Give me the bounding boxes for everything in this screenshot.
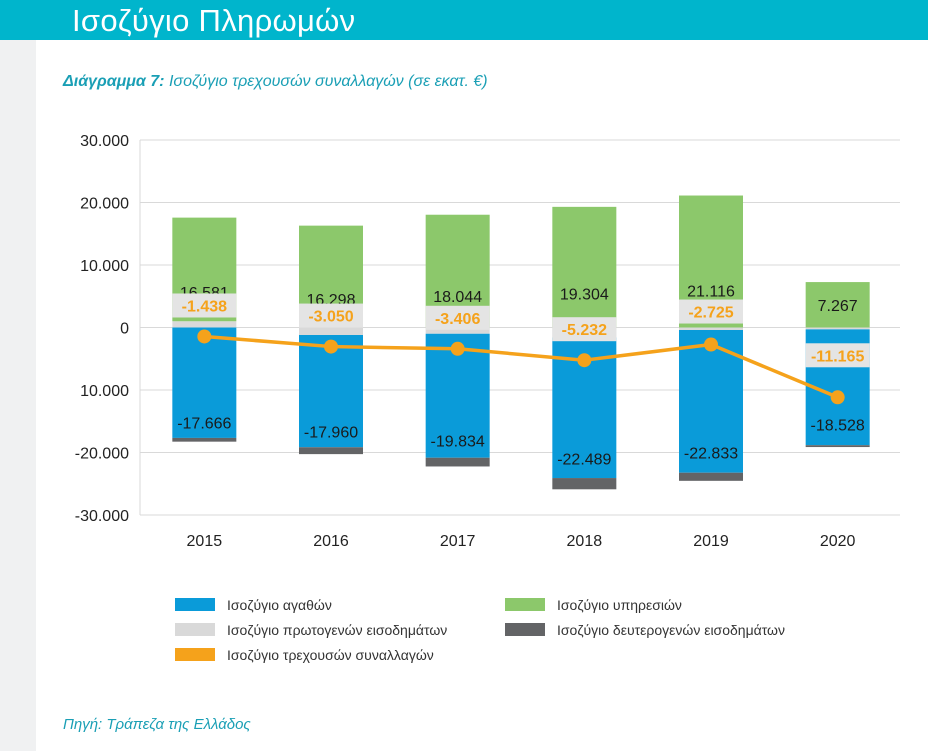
y-tick-label: 0: [120, 321, 129, 338]
bar-primary-income-2020: [805, 327, 870, 330]
y-tick-label: 10.000: [80, 383, 129, 400]
x-tick-label: 2017: [440, 533, 476, 550]
services-data-label: 19.304: [560, 287, 609, 304]
bar-secondary-income-2018: [552, 478, 617, 490]
source-note: Πηγή: Τράπεζα της Ελλάδος: [63, 716, 251, 733]
legend-swatch-primary-income: [175, 623, 215, 636]
y-tick-label: 10.000: [80, 258, 129, 275]
legend-swatch-secondary-income: [505, 623, 545, 636]
page-title: Ισοζύγιο Πληρωμών: [72, 3, 356, 38]
current-account-data-label: -5.232: [562, 322, 607, 339]
current-account-point: [830, 390, 845, 405]
bar-goods-2015: [172, 327, 237, 438]
current-account-point: [577, 353, 592, 368]
current-account-label-box: [552, 317, 617, 342]
current-account-label-box: [679, 299, 743, 324]
bar-secondary-income-2015: [172, 437, 237, 442]
legend-label-secondary-income: Ισοζύγιο δευτερογενών εισοδημάτων: [557, 622, 785, 638]
legend-swatch-current-account: [175, 648, 215, 661]
current-account-data-label: -2.725: [688, 305, 733, 322]
header-bar: Ισοζύγιο Πληρωμών: [0, 0, 928, 40]
x-tick-label: 2018: [567, 533, 603, 550]
bar-secondary-income-2019: [679, 472, 743, 481]
current-account-label-box: [299, 303, 363, 328]
goods-data-label: -18.528: [811, 417, 865, 434]
current-account-label-box: [805, 343, 870, 368]
y-tick-label: -30.000: [75, 508, 129, 525]
chart-caption: Διάγραμμα 7: Ισοζύγιο τρεχουσών συναλλαγ…: [63, 73, 488, 91]
goods-data-label: -17.666: [177, 415, 231, 432]
bar-primary-income-2015: [172, 321, 237, 328]
current-account-point: [704, 337, 718, 352]
legend-swatch-goods: [175, 598, 215, 611]
current-account-point: [324, 339, 338, 354]
y-tick-label: 20.000: [80, 196, 129, 213]
bar-services-2018: [552, 206, 617, 328]
legend-swatch-services: [505, 598, 545, 611]
goods-data-label: -17.960: [304, 425, 358, 442]
legend-label-primary-income: Ισοζύγιο πρωτογενών εισοδημάτων: [227, 622, 447, 638]
y-tick-label: 30.000: [80, 133, 129, 150]
current-account-data-label: -3.050: [308, 309, 353, 326]
current-account-label-box: [425, 305, 490, 330]
services-data-label: 18.044: [433, 289, 482, 306]
legend-label-current-account: Ισοζύγιο τρεχουσών συναλλαγών: [227, 647, 434, 663]
legend-label-goods: Ισοζύγιο αγαθών: [227, 597, 332, 613]
bar-primary-income-2019: [679, 327, 743, 330]
bar-primary-income-2017: [425, 327, 490, 334]
bar-services-2020: [805, 282, 870, 328]
chart-caption-label: Διάγραμμα 7:: [63, 73, 165, 90]
current-account-line: [204, 334, 839, 399]
current-account-point: [197, 329, 212, 344]
current-account-data-label: -11.165: [811, 348, 864, 365]
bar-secondary-income-2017: [425, 457, 490, 467]
x-tick-label: 2020: [820, 533, 856, 550]
bar-goods-2016: [299, 335, 363, 448]
current-account-label-box: [172, 293, 237, 318]
current-account-point: [450, 341, 465, 356]
y-tick-label: -20.000: [75, 446, 129, 463]
goods-data-label: -22.489: [557, 451, 611, 468]
x-tick-label: 2016: [313, 533, 349, 550]
current-account-data-label: -3.406: [435, 311, 480, 328]
current-account-data-label: -1.438: [182, 298, 227, 315]
x-tick-label: 2015: [187, 533, 223, 550]
goods-data-label: -22.833: [684, 446, 738, 463]
services-data-label: 7.267: [818, 298, 858, 315]
services-data-label: 21.116: [687, 284, 735, 301]
bar-primary-income-2016: [299, 327, 363, 335]
chart-caption-text: Ισοζύγιο τρεχουσών συναλλαγών (σε εκατ. …: [168, 73, 488, 90]
bar-secondary-income-2016: [299, 447, 363, 455]
goods-data-label: -19.834: [431, 433, 485, 450]
x-tick-label: 2019: [693, 533, 729, 550]
bar-secondary-income-2020: [805, 445, 870, 448]
legend-label-services: Ισοζύγιο υπηρεσιών: [557, 597, 682, 613]
